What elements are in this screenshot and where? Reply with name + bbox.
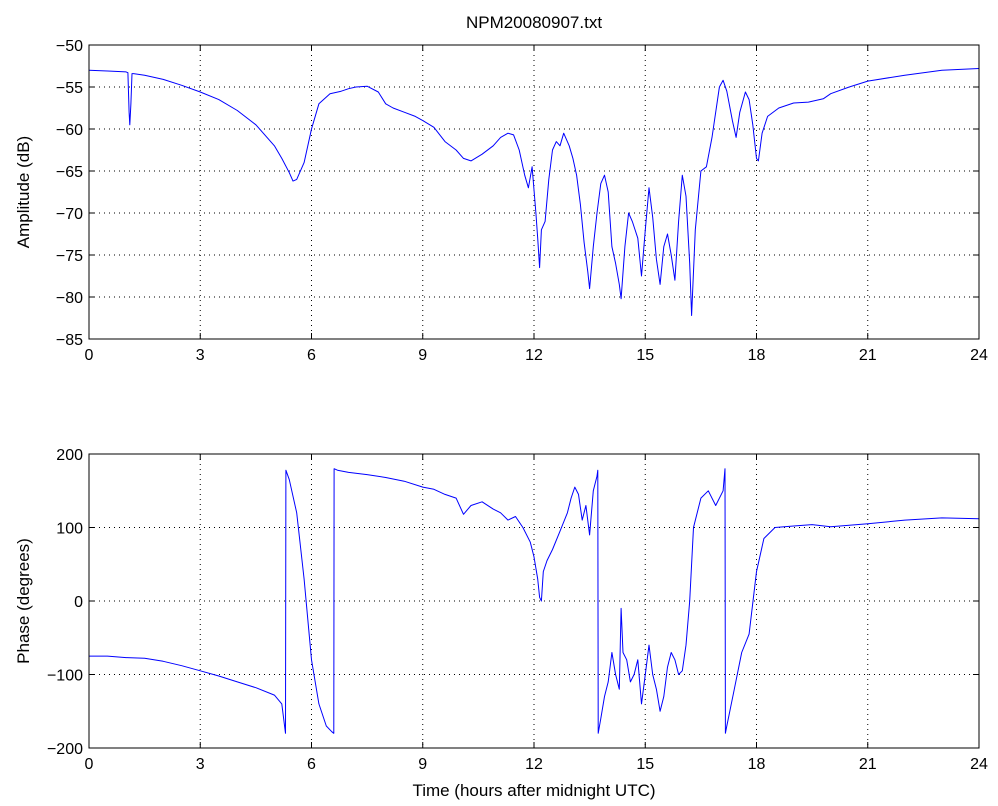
amplitude-x-tick-label: 18 [748, 347, 766, 364]
phase-series-line [89, 468, 980, 734]
amplitude-y-tick-label: −50 [56, 38, 83, 55]
amplitude-grid [89, 45, 979, 339]
amplitude-y-tick-label: −75 [56, 248, 83, 265]
phase-x-tick-label: 21 [859, 756, 877, 773]
amplitude-ticks [88, 44, 980, 340]
phase-x-tick-label: 12 [525, 756, 543, 773]
amplitude-x-tick-label: 12 [525, 347, 543, 364]
amplitude-y-tick-label: −55 [56, 80, 83, 97]
amplitude-y-tick-label: −85 [56, 332, 83, 349]
amplitude-x-tick-label: 15 [636, 347, 654, 364]
amplitude-series-line [88, 68, 980, 316]
phase-y-axis-label: Phase (degrees) [14, 538, 33, 664]
phase-x-tick-label: 6 [307, 756, 316, 773]
amplitude-x-tick-label: 9 [418, 347, 427, 364]
chart-title: NPM20080907.txt [466, 13, 602, 32]
phase-x-tick-label: 9 [418, 756, 427, 773]
amplitude-axes-frame [88, 44, 980, 340]
amplitude-y-tick-labels: −85 −80 −75 −70 −65 −60 −55 −50 [56, 38, 83, 349]
amplitude-y-tick-label: −70 [56, 206, 83, 223]
amplitude-x-tick-labels: 0 3 6 9 12 15 18 21 24 [85, 347, 988, 364]
phase-axes-frame [88, 453, 980, 749]
phase-x-tick-label: 3 [196, 756, 205, 773]
phase-grid [89, 454, 979, 748]
amplitude-x-tick-label: 24 [970, 347, 988, 364]
amplitude-y-tick-label: −65 [56, 164, 83, 181]
phase-panel: 0 3 6 9 12 15 18 21 24 −200 −100 0 100 200 Time (hou… [14, 447, 988, 800]
amplitude-x-tick-label: 21 [859, 347, 877, 364]
phase-y-tick-label: 100 [56, 521, 83, 538]
phase-y-tick-label: 200 [56, 447, 83, 464]
amplitude-x-tick-label: 6 [307, 347, 316, 364]
phase-y-tick-label: −200 [47, 741, 83, 758]
phase-x-tick-labels: 0 3 6 9 12 15 18 21 24 [85, 756, 988, 773]
phase-y-tick-labels: −200 −100 0 100 200 [47, 447, 83, 758]
phase-x-tick-label: 24 [970, 756, 988, 773]
phase-x-axis-label: Time (hours after midnight UTC) [412, 781, 655, 800]
amplitude-y-tick-label: −80 [56, 290, 83, 307]
phase-x-tick-label: 0 [85, 756, 94, 773]
phase-y-tick-label: −100 [47, 668, 83, 685]
phase-x-tick-label: 15 [636, 756, 654, 773]
amplitude-x-tick-label: 3 [196, 347, 205, 364]
amplitude-y-tick-label: −60 [56, 122, 83, 139]
amplitude-panel: 0 3 6 9 12 15 18 21 24 −85−80−75−70−65−60−55−50 … [14, 13, 988, 364]
amplitude-y-axis-label: Amplitude (dB) [14, 136, 33, 248]
amplitude-x-tick-label: 0 [85, 347, 94, 364]
phase-y-tick-label: 0 [74, 594, 83, 611]
phase-x-tick-label: 18 [748, 756, 766, 773]
